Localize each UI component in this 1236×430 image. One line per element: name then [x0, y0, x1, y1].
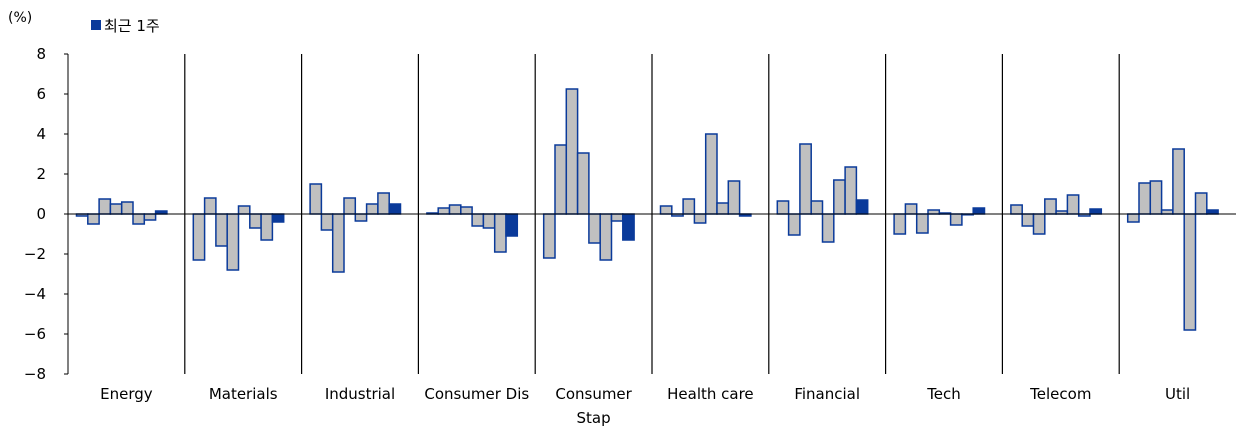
bar — [833, 179, 846, 215]
y-tick-label: −4 — [24, 285, 46, 303]
bar-recent-1-week — [855, 199, 869, 215]
bar — [799, 143, 812, 215]
category-label: Tech — [926, 385, 961, 403]
y-tick-label: 8 — [36, 45, 46, 63]
bar — [460, 206, 473, 215]
bar — [1044, 198, 1057, 215]
bar — [203, 197, 217, 215]
bar — [893, 213, 907, 235]
bar-recent-1-week — [271, 213, 285, 223]
bar — [588, 213, 601, 244]
category-label: Telecom — [1029, 385, 1091, 403]
category-label: Stap — [577, 409, 611, 427]
bar — [98, 198, 112, 215]
category-labels: Energy Materials Industrial Consumer Dis Con… — [100, 385, 1190, 427]
bar — [776, 200, 790, 215]
bar — [120, 201, 134, 215]
bar — [260, 213, 274, 241]
bar — [343, 197, 357, 215]
y-tick-label: −8 — [24, 365, 46, 383]
bar — [565, 88, 579, 215]
y-unit-label: (%) — [8, 10, 32, 26]
bar — [1126, 213, 1140, 223]
bar-recent-1-week — [622, 213, 635, 241]
y-tick-label: −2 — [24, 245, 46, 263]
bar — [1066, 194, 1080, 215]
bar — [704, 133, 718, 215]
bar — [542, 213, 556, 259]
category-label: Health care — [667, 385, 754, 403]
bar — [365, 203, 379, 215]
bar — [915, 213, 929, 234]
bar — [576, 152, 590, 215]
bar — [659, 205, 673, 215]
bar — [1149, 180, 1163, 215]
bar — [377, 192, 390, 215]
legend: 최근 1주 — [91, 17, 160, 35]
bar — [693, 213, 707, 224]
bar — [1021, 213, 1035, 227]
y-tick-label: 4 — [36, 125, 46, 143]
bar-recent-1-week — [972, 207, 986, 215]
bar — [1160, 209, 1174, 215]
category-label: Financial — [794, 385, 860, 403]
bar — [904, 203, 918, 215]
bar — [109, 203, 123, 215]
bar — [1010, 204, 1023, 215]
bar-recent-1-week — [1089, 208, 1103, 215]
bar — [727, 180, 741, 215]
bar — [554, 144, 568, 215]
y-tick-label: 0 — [36, 205, 46, 223]
y-tick-label: 2 — [36, 165, 46, 183]
legend-swatch-recent-1-week — [91, 20, 101, 30]
bar-recent-1-week — [388, 203, 402, 215]
category-label: Consumer Dis — [424, 385, 529, 403]
y-tick-label: 6 — [36, 85, 46, 103]
bar — [87, 213, 100, 225]
bar — [320, 213, 334, 231]
category-label: Energy — [100, 385, 153, 403]
bar — [1194, 192, 1208, 215]
bar — [331, 213, 345, 273]
bar — [844, 166, 858, 215]
bar — [354, 213, 368, 222]
bar — [1138, 182, 1152, 215]
bar — [1183, 213, 1197, 331]
legend-label-recent-1-week: 최근 1주 — [104, 17, 160, 35]
bar — [927, 209, 941, 215]
category-label: Util — [1165, 385, 1190, 403]
bar — [787, 213, 801, 236]
bar — [716, 202, 730, 215]
bar-recent-1-week — [1206, 209, 1219, 215]
bar — [471, 213, 485, 227]
bar — [132, 213, 146, 225]
bar — [610, 213, 624, 222]
bar — [448, 204, 462, 215]
bar — [309, 183, 323, 215]
bar — [599, 213, 613, 261]
bar — [810, 200, 824, 215]
bar — [821, 213, 835, 243]
category-label: Materials — [209, 385, 278, 403]
category-label: Consumer — [555, 385, 632, 403]
bar — [192, 213, 206, 261]
bar — [482, 213, 496, 229]
bar — [215, 213, 228, 247]
bar — [493, 213, 507, 253]
bar — [249, 213, 262, 229]
bar — [1172, 148, 1185, 215]
bar — [143, 213, 157, 221]
bar — [1032, 213, 1046, 235]
bar — [237, 205, 251, 215]
category-label: Industrial — [325, 385, 395, 403]
bar — [226, 213, 240, 271]
bar — [949, 213, 963, 226]
bars — [75, 88, 1219, 331]
bar-recent-1-week — [505, 213, 519, 237]
bar — [437, 207, 451, 215]
bar — [682, 198, 696, 215]
y-tick-label: −6 — [24, 325, 46, 343]
y-axis: 8 6 4 2 0 −2 −4 −6 −8 — [24, 45, 69, 383]
